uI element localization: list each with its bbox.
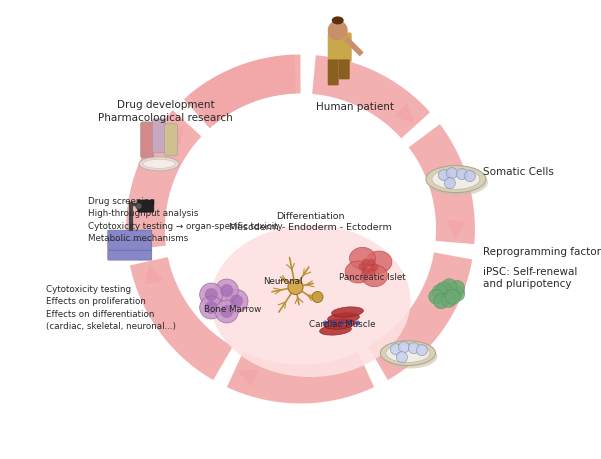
FancyBboxPatch shape <box>328 60 339 86</box>
Text: Cytotoxicity testing
Effects on proliferation
Effects on differentiation
(cardia: Cytotoxicity testing Effects on prolifer… <box>46 285 175 330</box>
Ellipse shape <box>366 252 392 274</box>
Ellipse shape <box>210 225 410 377</box>
FancyBboxPatch shape <box>328 34 352 63</box>
Circle shape <box>221 285 233 297</box>
Text: Neuronal: Neuronal <box>263 277 302 286</box>
Circle shape <box>328 21 348 41</box>
FancyBboxPatch shape <box>165 124 177 157</box>
Circle shape <box>391 344 401 355</box>
Text: Drug screening
High-throughput analysis
Cytotoxicity testing → organ-specific to: Drug screening High-throughput analysis … <box>88 197 283 242</box>
Circle shape <box>359 263 367 271</box>
Ellipse shape <box>386 344 430 363</box>
Circle shape <box>355 321 360 326</box>
Ellipse shape <box>426 166 486 193</box>
Circle shape <box>230 295 243 308</box>
Text: Human patient: Human patient <box>317 102 394 112</box>
Circle shape <box>367 268 376 276</box>
Circle shape <box>456 169 468 180</box>
Circle shape <box>444 178 456 189</box>
Circle shape <box>432 285 447 300</box>
FancyBboxPatch shape <box>138 201 154 213</box>
Circle shape <box>429 290 444 304</box>
Text: iPSC: Self-renewal
and pluripotency: iPSC: Self-renewal and pluripotency <box>483 266 577 289</box>
Circle shape <box>225 290 248 313</box>
Circle shape <box>323 321 328 326</box>
Circle shape <box>438 170 450 181</box>
Circle shape <box>347 321 352 326</box>
Circle shape <box>361 268 370 276</box>
Circle shape <box>409 343 419 354</box>
Ellipse shape <box>139 157 179 172</box>
Circle shape <box>215 300 239 323</box>
Circle shape <box>312 292 323 303</box>
Circle shape <box>433 294 448 309</box>
Ellipse shape <box>361 265 388 287</box>
Circle shape <box>441 293 456 308</box>
Circle shape <box>361 259 370 267</box>
Circle shape <box>416 345 427 356</box>
Circle shape <box>465 171 475 182</box>
Ellipse shape <box>382 344 438 369</box>
Ellipse shape <box>143 160 175 169</box>
Circle shape <box>397 352 407 363</box>
Ellipse shape <box>345 262 371 283</box>
Ellipse shape <box>332 17 344 25</box>
Circle shape <box>221 305 233 318</box>
Circle shape <box>136 204 142 210</box>
Circle shape <box>215 280 239 302</box>
Ellipse shape <box>380 341 436 366</box>
Circle shape <box>450 281 465 296</box>
Ellipse shape <box>323 319 355 330</box>
Ellipse shape <box>328 313 359 324</box>
Text: Reprogramming factors: Reprogramming factors <box>483 246 601 257</box>
Circle shape <box>436 282 451 297</box>
Text: Differentiation
Mesoderm - Endoderm - Ectoderm: Differentiation Mesoderm - Endoderm - Ec… <box>229 211 392 232</box>
Text: Somatic Cells: Somatic Cells <box>483 167 554 177</box>
Text: Bone Marrow: Bone Marrow <box>204 305 261 314</box>
Text: Drug development
Pharmacological research: Drug development Pharmacological researc… <box>98 100 233 123</box>
FancyBboxPatch shape <box>108 230 152 241</box>
Circle shape <box>450 286 465 302</box>
Text: Cardiac Muscle: Cardiac Muscle <box>310 320 376 329</box>
Ellipse shape <box>350 248 376 270</box>
Circle shape <box>339 321 344 326</box>
Ellipse shape <box>320 325 352 336</box>
Circle shape <box>288 280 303 295</box>
Text: Pancreatic Islet: Pancreatic Islet <box>339 273 406 282</box>
Circle shape <box>200 283 223 306</box>
FancyBboxPatch shape <box>108 251 152 261</box>
Circle shape <box>331 321 336 326</box>
Circle shape <box>447 168 457 179</box>
Ellipse shape <box>332 307 364 318</box>
Circle shape <box>205 301 218 314</box>
Circle shape <box>367 259 376 267</box>
Circle shape <box>370 263 379 271</box>
Circle shape <box>205 288 218 302</box>
Circle shape <box>398 342 409 353</box>
Circle shape <box>200 297 223 319</box>
Circle shape <box>442 279 457 294</box>
FancyBboxPatch shape <box>153 120 165 153</box>
FancyBboxPatch shape <box>141 123 153 158</box>
FancyBboxPatch shape <box>339 60 350 80</box>
Circle shape <box>445 290 460 305</box>
Ellipse shape <box>432 169 480 190</box>
FancyBboxPatch shape <box>108 241 152 251</box>
Ellipse shape <box>428 169 488 196</box>
